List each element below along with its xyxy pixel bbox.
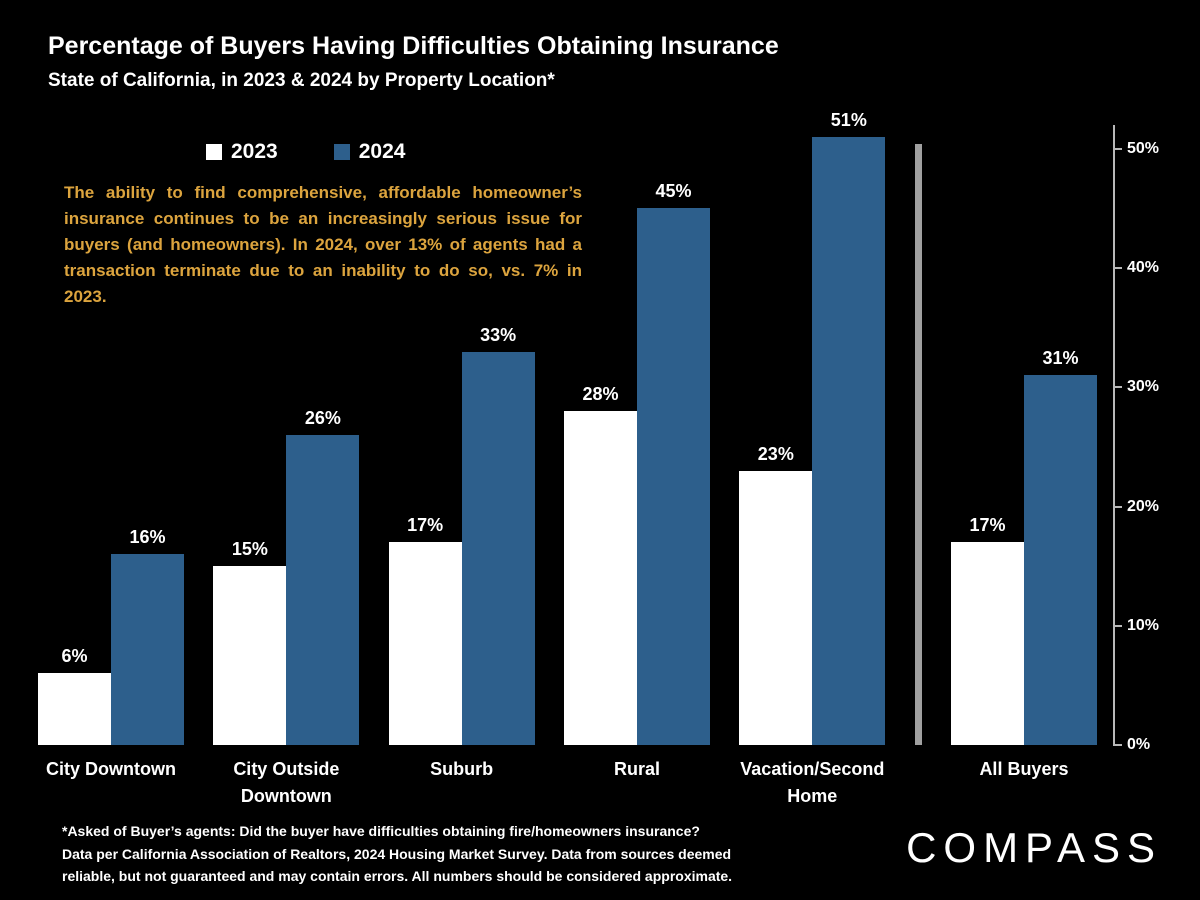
footnote-line-1: *Asked of Buyer’s agents: Did the buyer … [62,823,700,839]
footnote-line-2: Data per California Association of Realt… [62,845,732,862]
y-tick-40: 40% [1113,259,1159,276]
category-label-0: City Downtown [46,759,176,779]
y-tick-label-20: 20% [1127,497,1160,515]
footnote-line-3: reliable, but not guaranteed and may con… [62,868,733,885]
plot-area: 6% 16% 15% 26% 17% 33% 28% 45% 23% 51% 17% 31% [30,110,1105,745]
legend-item-2023: 2023 [206,140,278,164]
category-label-1: City Outside Downtown [233,759,340,806]
data-label-2024-3: 45% [655,181,692,202]
category-labels: City Downtown City Outside Downtown Suburb… [30,756,1105,810]
data-label-2023-1: 15% [231,539,268,560]
bar-2023-1 [213,566,287,745]
bar-2024-3 [636,208,710,745]
bar-wrap: 26% [286,125,360,745]
data-label-2024-5: 31% [1042,348,1079,369]
bar-2023-0 [38,673,111,745]
category-label-5: All Buyers [979,759,1069,779]
footnote: *Asked of Buyer’s agents: Did the buyer … [62,820,732,888]
bar-wrap: 23% [739,125,813,745]
legend: 2023 2024 [206,140,405,164]
data-label-2024-1: 26% [304,408,341,428]
bar-2023-2 [388,542,462,745]
data-label-2024-4: 51% [830,109,867,130]
bar-wrap: 15% [213,125,287,745]
data-label-2023-4: 23% [757,443,794,464]
bar-2023-3 [563,411,637,745]
category-label-3: Rural [613,759,660,779]
annotation-text: The ability to find comprehensive, affor… [64,183,582,306]
legend-item-2024: 2024 [333,140,406,164]
bar-group-2: 17% 33% [388,125,535,745]
page-subtitle: State of California, in 2023 & 2024 by P… [48,70,555,91]
bar-wrap: 17% [950,125,1024,745]
data-label-2023-3: 28% [582,384,619,405]
bar-2024-4 [812,136,886,745]
separator-bar [914,143,922,745]
y-tick-30: 30% [1113,378,1159,395]
bar-wrap: 6% [38,125,111,745]
y-tick-50: 50% [1113,140,1159,157]
y-tick-label-30: 30% [1127,378,1160,396]
y-tick-20: 20% [1113,498,1159,515]
bar-wrap: 17% [388,125,462,745]
bar-2024-5 [1023,375,1097,745]
bar-wrap: 45% [636,125,710,745]
bar-2023-5 [950,542,1024,745]
bar-group-4: 23% 51% [739,110,886,745]
data-label-2023-2: 17% [407,515,444,536]
y-axis: 0% 10% 20% 30% 40% 50% [1113,125,1159,753]
data-label-2024-0: 16% [129,527,166,548]
bar-wrap: 28% [563,125,637,745]
y-tick-label-50: 50% [1127,139,1160,157]
bar-wrap: 51% [812,110,886,745]
legend-label: 2023 [231,140,278,163]
bar-wrap: 16% [111,125,184,745]
bar-2023-4 [739,470,813,745]
data-label-2024-2: 33% [480,324,517,345]
bar-group-0: 6% 16% [38,125,184,745]
bar-wrap: 33% [461,125,535,745]
category-label-2: Suburb [430,759,494,779]
category-label-4: Vacation/Second Home [740,759,885,806]
separator-spacer [915,756,922,810]
y-tick-0: 0% [1113,736,1150,753]
data-label-2023-0: 6% [61,646,88,667]
data-label-2023-5: 17% [969,515,1006,536]
y-tick-label-10: 10% [1127,616,1160,634]
legend-label: 2024 [358,140,406,163]
legend-swatch-2024 [333,144,350,160]
legend-swatch-2023 [206,144,222,160]
y-tick-10: 10% [1113,617,1159,634]
y-tick-label-0: 0% [1127,736,1151,753]
page-title: Percentage of Buyers Having Difficulties… [48,32,779,60]
compass-logo: COMPASS [906,824,1162,871]
bar-2024-2 [461,351,535,745]
bar-group-3: 28% 45% [563,125,710,745]
bar-2024-1 [286,435,360,745]
y-tick-label-40: 40% [1127,259,1160,277]
bar-group-5: 17% 31% [950,125,1097,745]
bar-group-1: 15% 26% [213,125,360,745]
bar-wrap: 31% [1023,125,1097,745]
bar-2024-0 [111,554,184,745]
